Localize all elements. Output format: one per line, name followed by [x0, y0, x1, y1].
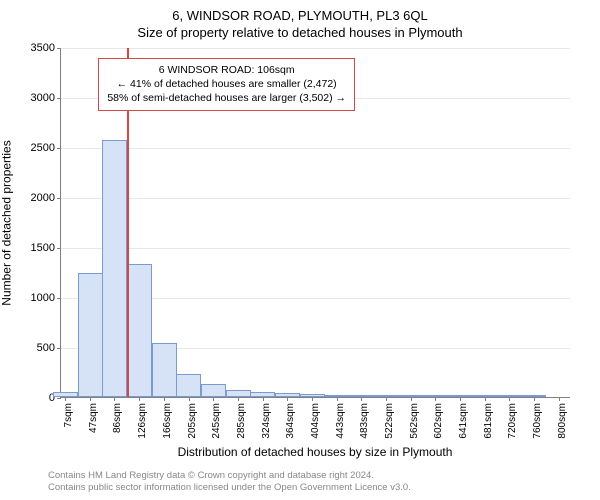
callout-line-1: 6 WINDSOR ROAD: 106sqm	[107, 63, 346, 77]
xtick-mark	[485, 397, 486, 401]
property-callout: 6 WINDSOR ROAD: 106sqm← 41% of detached …	[98, 58, 355, 111]
xtick-mark	[559, 397, 560, 401]
xtick-label: 562sqm	[409, 403, 420, 439]
x-axis-label: Distribution of detached houses by size …	[60, 445, 570, 459]
xtick-label: 443sqm	[335, 403, 346, 439]
xtick-mark	[263, 397, 264, 401]
ytick-label: 1500	[15, 242, 61, 254]
histogram-bar	[201, 384, 226, 397]
xtick-label: 285sqm	[236, 403, 247, 439]
xtick-label: 720sqm	[507, 403, 518, 439]
xtick-mark	[312, 397, 313, 401]
xtick-mark	[411, 397, 412, 401]
y-axis-label-text: Number of detached properties	[0, 140, 14, 305]
xtick-mark	[189, 397, 190, 401]
histogram-bar	[176, 374, 201, 397]
xtick-mark	[460, 397, 461, 401]
xtick-label: 522sqm	[384, 403, 395, 439]
xtick-label: 404sqm	[310, 403, 321, 439]
xtick-mark	[139, 397, 140, 401]
ytick-label: 1000	[15, 292, 61, 304]
xtick-mark	[238, 397, 239, 401]
histogram-bar	[152, 343, 177, 397]
xtick-label: 86sqm	[112, 403, 123, 433]
xtick-mark	[361, 397, 362, 401]
gridline	[61, 148, 570, 149]
xtick-label: 602sqm	[433, 403, 444, 439]
y-axis-label: Number of detached properties	[0, 48, 14, 398]
xtick-label: 364sqm	[285, 403, 296, 439]
page-subtitle: Size of property relative to detached ho…	[0, 23, 600, 44]
xtick-label: 483sqm	[359, 403, 370, 439]
footer-attribution: Contains HM Land Registry data © Crown c…	[48, 470, 411, 494]
xtick-label: 205sqm	[187, 403, 198, 439]
gridline	[61, 248, 570, 249]
gridline	[61, 48, 570, 49]
callout-line-2: ← 41% of detached houses are smaller (2,…	[107, 77, 346, 91]
xtick-label: 800sqm	[557, 403, 568, 439]
callout-line-3: 58% of semi-detached houses are larger (…	[107, 91, 346, 105]
histogram-bar	[226, 390, 251, 397]
xtick-label: 166sqm	[162, 403, 173, 439]
footer-line-1: Contains HM Land Registry data © Crown c…	[48, 470, 411, 482]
xtick-mark	[114, 397, 115, 401]
xtick-mark	[337, 397, 338, 401]
ytick-label: 2500	[15, 142, 61, 154]
xtick-label: 47sqm	[88, 403, 99, 433]
xtick-mark	[65, 397, 66, 401]
xtick-mark	[509, 397, 510, 401]
page-title: 6, WINDSOR ROAD, PLYMOUTH, PL3 6QL	[0, 0, 600, 23]
ytick-label: 3500	[15, 42, 61, 54]
xtick-mark	[287, 397, 288, 401]
xtick-mark	[164, 397, 165, 401]
xtick-mark	[386, 397, 387, 401]
xtick-label: 681sqm	[483, 403, 494, 439]
xtick-label: 245sqm	[211, 403, 222, 439]
ytick-label: 500	[15, 342, 61, 354]
histogram-bar	[127, 264, 152, 397]
xtick-mark	[90, 397, 91, 401]
xtick-label: 126sqm	[137, 403, 148, 439]
xtick-label: 760sqm	[532, 403, 543, 439]
xtick-mark	[213, 397, 214, 401]
histogram-bar	[102, 140, 127, 397]
ytick-label: 3000	[15, 92, 61, 104]
xtick-label: 324sqm	[261, 403, 272, 439]
xtick-label: 641sqm	[458, 403, 469, 439]
xtick-label: 7sqm	[63, 403, 74, 427]
xtick-mark	[534, 397, 535, 401]
xtick-mark	[435, 397, 436, 401]
footer-line-2: Contains public sector information licen…	[48, 482, 411, 494]
gridline	[61, 198, 570, 199]
ytick-label: 2000	[15, 192, 61, 204]
histogram-bar	[78, 273, 103, 397]
histogram-chart: 05001000150020002500300035007sqm47sqm86s…	[60, 48, 570, 398]
